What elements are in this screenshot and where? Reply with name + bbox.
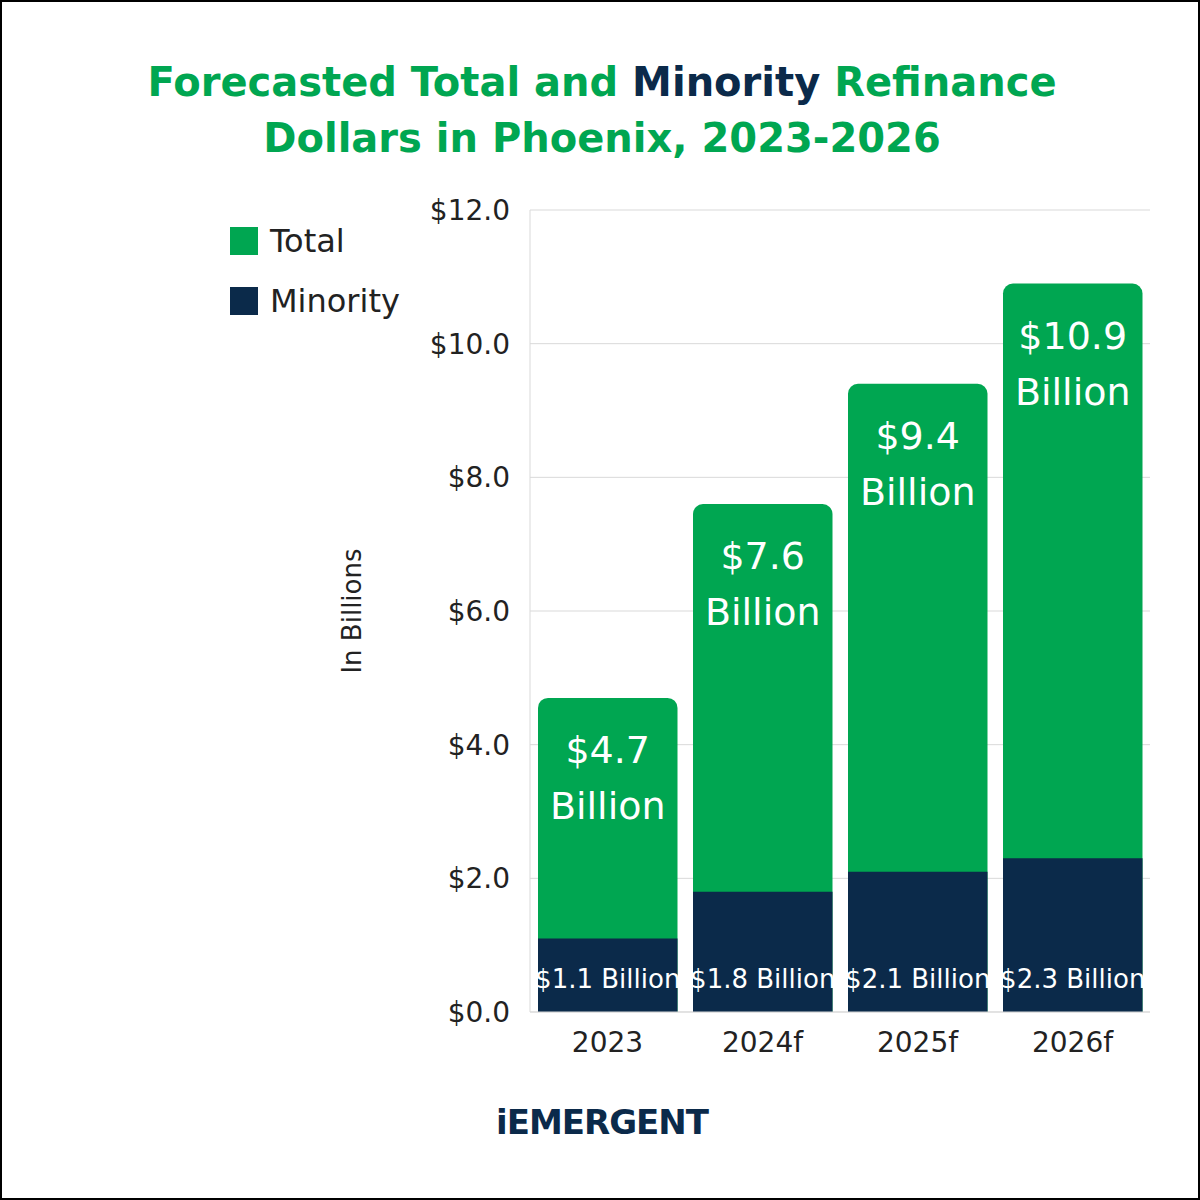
svg-text:$6.0: $6.0 bbox=[448, 595, 510, 628]
svg-text:$10.0: $10.0 bbox=[430, 328, 510, 361]
svg-text:$2.3 Billion: $2.3 Billion bbox=[1000, 964, 1145, 994]
html-text:Dollars in Phoenix, 2023-2026: Dollars in Phoenix, 2023-2026 bbox=[263, 115, 941, 161]
svg-text:$4.0: $4.0 bbox=[448, 729, 510, 762]
svg-text:$10.9Billion: $10.9Billion bbox=[1015, 314, 1131, 414]
svg-text:$8.0: $8.0 bbox=[448, 461, 510, 494]
svg-text:$1.8 Billion: $1.8 Billion bbox=[690, 964, 835, 994]
html-text:Minority: Minority bbox=[270, 282, 400, 320]
svg-text:In Billions: In Billions bbox=[337, 548, 367, 673]
html-text:Forecasted Total and Minority: Forecasted Total and Minority Refinance bbox=[147, 59, 1057, 105]
svg-text:$12.0: $12.0 bbox=[430, 194, 510, 227]
html-text:Total: Total bbox=[270, 222, 345, 260]
svg-text:2023: 2023 bbox=[572, 1026, 643, 1059]
svg-text:$1.1 Billion: $1.1 Billion bbox=[535, 964, 680, 994]
svg-text:2025f: 2025f bbox=[877, 1026, 959, 1059]
svg-text:$2.1 Billion: $2.1 Billion bbox=[845, 964, 990, 994]
svg-text:$4.7Billion: $4.7Billion bbox=[550, 728, 666, 828]
svg-text:$9.4Billion: $9.4Billion bbox=[860, 414, 976, 514]
html-text:iEMERGENT: iEMERGENT bbox=[496, 1102, 708, 1142]
svg-text:$0.0: $0.0 bbox=[448, 996, 510, 1029]
svg-text:2024f: 2024f bbox=[722, 1026, 804, 1059]
svg-text:$2.0: $2.0 bbox=[448, 862, 510, 895]
svg-text:$7.6Billion: $7.6Billion bbox=[705, 534, 821, 634]
svg-text:2026f: 2026f bbox=[1032, 1026, 1114, 1059]
